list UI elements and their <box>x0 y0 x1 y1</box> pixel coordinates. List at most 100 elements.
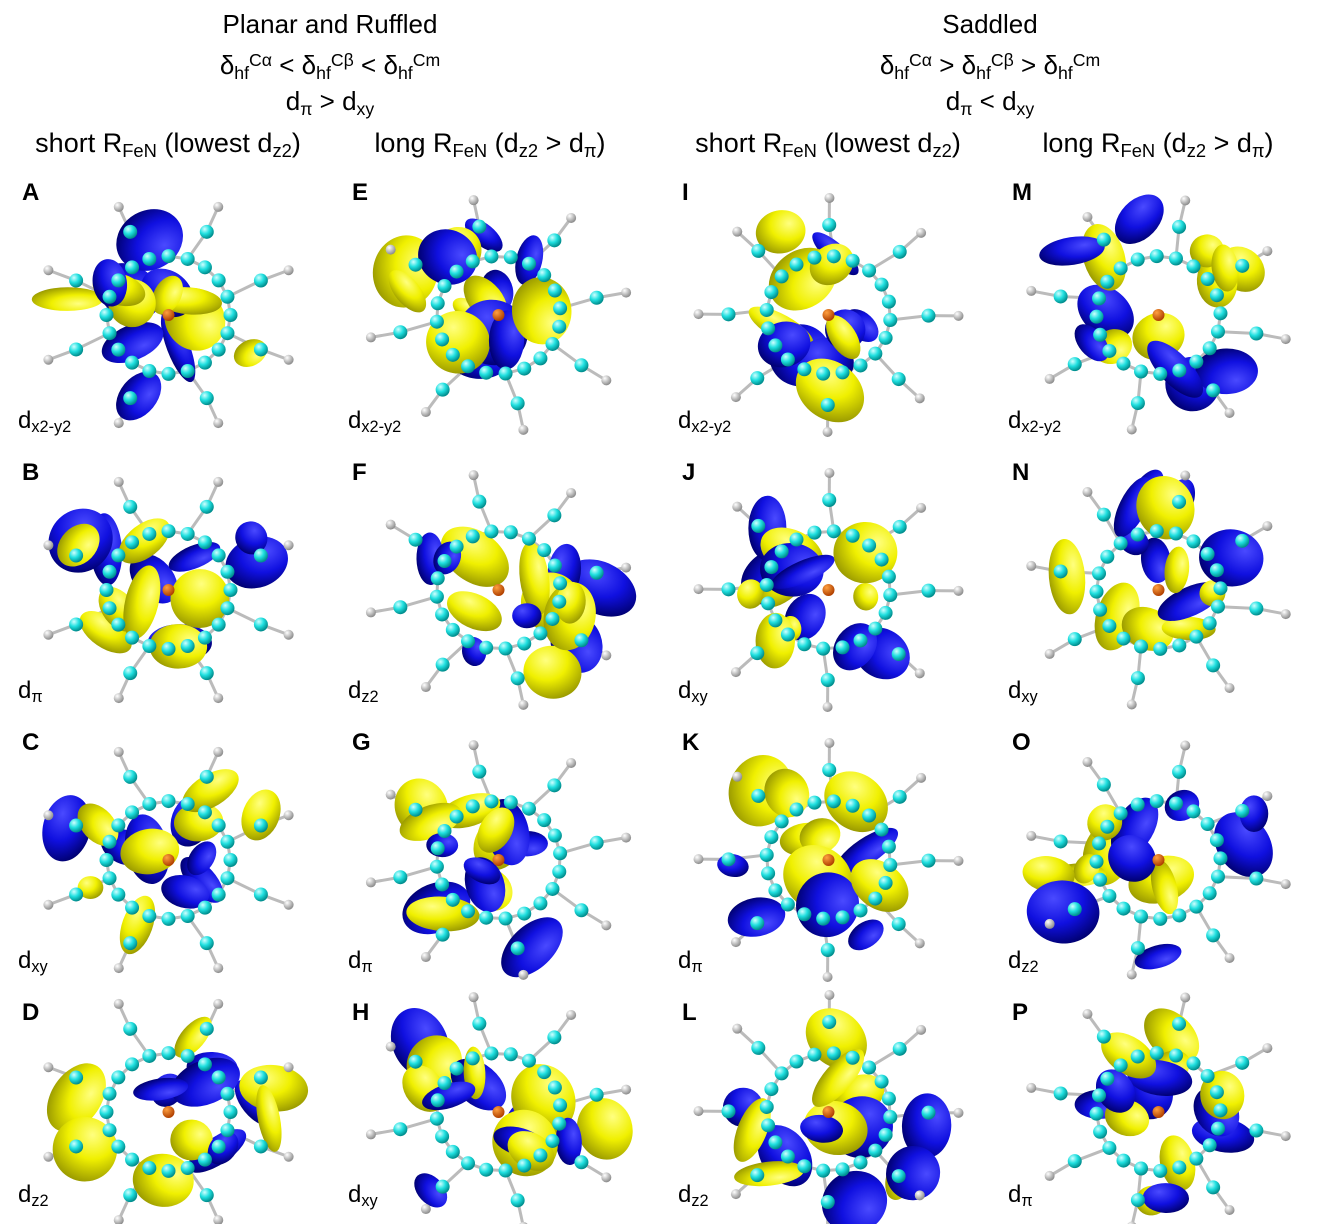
subscript: xy <box>1021 688 1038 706</box>
carbon-atom <box>1092 1088 1106 1102</box>
carbon-atom <box>552 865 566 879</box>
carbon-atom <box>1189 355 1203 369</box>
hydrogen-atom <box>915 1190 925 1200</box>
hydrogen-atom <box>823 972 833 982</box>
iron-atom <box>163 854 175 866</box>
carbon-atom <box>1150 249 1164 263</box>
carbon-atom <box>807 1048 821 1062</box>
carbon-atom <box>1210 563 1224 577</box>
carbon-atom <box>111 618 125 632</box>
carbon-atom <box>761 596 775 610</box>
carbon-atom <box>1172 908 1186 922</box>
hydrogen-atom <box>731 392 741 402</box>
hydrogen-atom <box>114 477 124 487</box>
carbon-atom <box>764 830 778 844</box>
carbon-atom <box>450 810 464 824</box>
carbon-atom <box>552 595 566 609</box>
orbital-panel <box>694 990 964 1224</box>
hydrogen-atom <box>386 520 396 530</box>
subscript: hf <box>894 63 909 83</box>
carbon-atom <box>875 823 889 837</box>
carbon-atom <box>162 524 176 538</box>
carbon-atom <box>1116 632 1130 646</box>
carbon-atom <box>1097 233 1111 247</box>
carbon-atom <box>220 565 234 579</box>
carbon-atom <box>181 909 195 923</box>
subscript: FeN <box>1120 140 1155 161</box>
hydrogen-atom <box>43 1152 53 1162</box>
carbon-atom <box>479 1163 493 1177</box>
carbon-atom <box>868 892 882 906</box>
orbital-panel <box>694 738 964 982</box>
carbon-atom <box>760 1100 774 1114</box>
hydrogen-atom <box>469 740 479 750</box>
carbon-atom <box>816 642 830 656</box>
orbital-label: dx2-y2 <box>348 407 401 436</box>
orbital-label: dxy <box>678 677 709 706</box>
hydrogen-atom <box>1281 334 1291 344</box>
hydrogen-atom <box>915 938 925 948</box>
carbon-atom <box>461 634 475 648</box>
carbon-atom <box>797 1159 811 1173</box>
hydrogen-atom <box>1026 286 1036 296</box>
carbon-atom <box>504 525 518 539</box>
carbon-atom <box>1116 902 1130 916</box>
panel-letter: C <box>22 729 39 756</box>
column-header: short RFeN (lowest dz2) <box>35 128 301 161</box>
hydrogen-atom <box>284 355 294 365</box>
orbital-label: dπ <box>1008 1181 1033 1210</box>
orbital-label: dπ <box>678 947 703 976</box>
carbon-atom <box>789 1055 803 1069</box>
column-header: long RFeN (dz2 > dπ) <box>374 128 605 161</box>
carbon-atom <box>1172 495 1186 509</box>
subscript: π <box>361 958 372 976</box>
carbon-atom <box>822 763 836 777</box>
hydrogen-atom <box>213 999 223 1009</box>
carbon-atom <box>590 836 604 850</box>
carbon-atom <box>181 797 195 811</box>
carbon-atom <box>220 835 234 849</box>
carbon-atom <box>1206 658 1220 672</box>
carbon-atom <box>69 342 83 356</box>
carbon-atom <box>1201 1069 1215 1083</box>
carbon-atom <box>764 1082 778 1096</box>
carbon-atom <box>254 819 268 833</box>
carbon-atom <box>1249 1124 1263 1138</box>
carbon-atom <box>125 260 139 274</box>
carbon-atom <box>821 398 835 412</box>
carbon-atom <box>879 331 893 345</box>
hydrogen-atom <box>601 650 611 660</box>
carbon-atom <box>750 371 764 385</box>
subscript: z2 <box>691 1192 708 1210</box>
carbon-atom <box>1054 1086 1068 1100</box>
subscript: π <box>300 99 312 119</box>
iron-atom <box>1153 1106 1165 1118</box>
carbon-atom <box>822 218 836 232</box>
carbon-atom <box>181 252 195 266</box>
hydrogen-atom <box>386 1042 396 1052</box>
molecule-layer <box>32 185 1291 1224</box>
carbon-atom <box>893 1042 907 1056</box>
subscript: FeN <box>782 140 817 161</box>
carbon-atom <box>499 642 513 656</box>
carbon-atom <box>761 1118 775 1132</box>
column-header: short RFeN (lowest dz2) <box>695 128 961 161</box>
orbital-panel <box>1026 464 1290 710</box>
carbon-atom <box>537 268 551 282</box>
carbon-atom <box>1211 325 1225 339</box>
carbon-atom <box>537 1065 551 1079</box>
carbon-atom <box>533 626 547 640</box>
carbon-atom <box>181 364 195 378</box>
carbon-atom <box>760 303 774 317</box>
carbon-atom <box>409 803 423 817</box>
carbon-atom <box>760 578 774 592</box>
hydrogen-atom <box>1026 561 1036 571</box>
panel-letter: L <box>682 999 697 1026</box>
carbon-atom <box>1211 1122 1225 1136</box>
subscript: xy <box>691 688 708 706</box>
carbon-atom <box>212 273 226 287</box>
carbon-atom <box>921 1106 935 1120</box>
carbon-atom <box>789 533 803 547</box>
carbon-atom <box>1189 1152 1203 1166</box>
carbon-atom <box>466 799 480 813</box>
